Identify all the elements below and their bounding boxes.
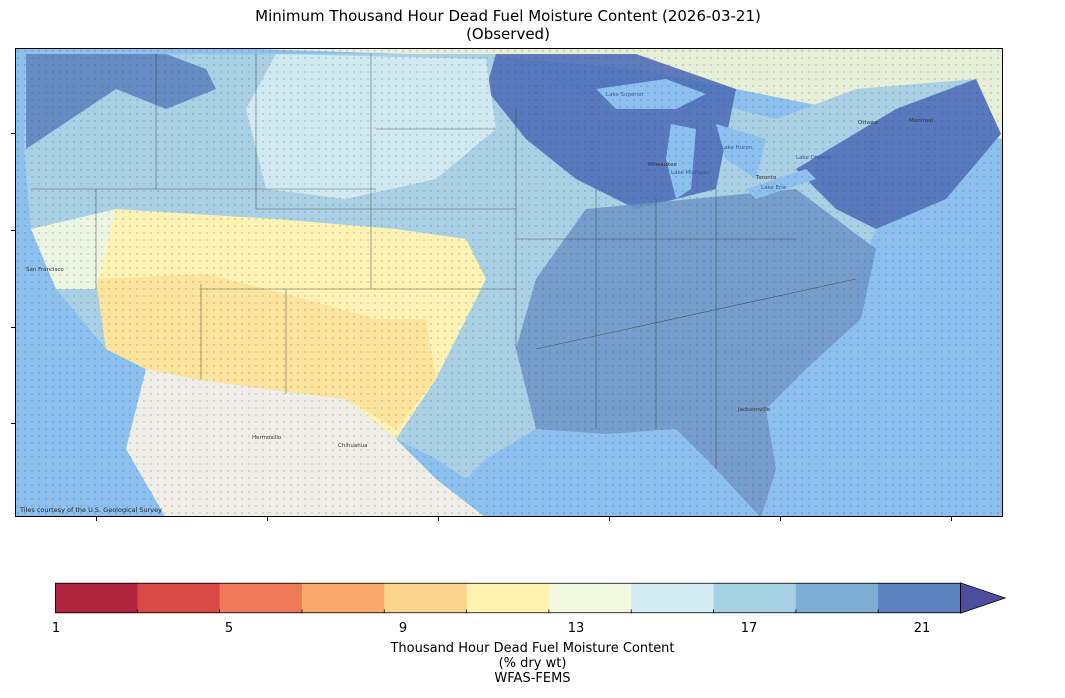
y-tick <box>11 133 15 134</box>
map-canvas: San Francisco Chihuahua Hermosillo Jacks… <box>16 49 1002 516</box>
place-label: Ottawa <box>858 120 878 126</box>
x-tick <box>951 517 952 521</box>
colorbar-segment <box>878 582 961 614</box>
map-credit: Tiles courtesy of the U.S. Geological Su… <box>20 506 162 514</box>
colorbar-tick-label: 9 <box>398 621 408 636</box>
state-borders <box>31 54 857 469</box>
colorbar-segment <box>631 582 715 614</box>
colorbar-segment <box>795 582 879 614</box>
colorbar-frame <box>55 582 961 614</box>
colorbar-segment <box>55 582 138 614</box>
colorbar-segment <box>548 582 632 614</box>
y-tick <box>11 423 15 424</box>
place-label: Lake Huron <box>721 145 753 151</box>
y-tick <box>11 230 15 231</box>
place-label: San Francisco <box>26 267 64 273</box>
chart-title: Minimum Thousand Hour Dead Fuel Moisture… <box>255 7 761 25</box>
x-tick <box>96 517 97 521</box>
place-label: Toronto <box>755 175 777 181</box>
colorbar-segment <box>384 582 468 614</box>
place-label: Hermosillo <box>252 435 282 441</box>
colorbar-segment <box>466 582 550 614</box>
place-label: Milwaukee <box>648 162 678 168</box>
place-label: Lake Ontario <box>796 155 832 161</box>
place-label: Lake Erie <box>761 185 787 191</box>
colorbar-extend-arrow <box>960 582 1007 614</box>
x-tick <box>609 517 610 521</box>
colorbar-tick-label: 5 <box>224 621 234 636</box>
chart-subtitle: (Observed) <box>466 25 550 43</box>
moisture-map: San Francisco Chihuahua Hermosillo Jacks… <box>15 48 1003 517</box>
x-tick <box>438 517 439 521</box>
colorbar-source: WFAS-FEMS <box>494 671 571 686</box>
place-label: Jacksonville <box>737 407 771 413</box>
place-label: Lake Superior <box>606 92 645 98</box>
colorbar-segment <box>219 582 303 614</box>
colorbar-label: Thousand Hour Dead Fuel Moisture Content <box>390 641 675 656</box>
colorbar-segment <box>137 582 221 614</box>
colorbar-tick-label: 21 <box>913 621 931 636</box>
station-points <box>16 49 1002 516</box>
colorbar <box>55 582 1007 614</box>
place-label: Lake Michigan <box>671 170 711 176</box>
colorbar-tick-label: 17 <box>740 621 758 636</box>
colorbar-units: (% dry wt) <box>498 656 567 671</box>
colorbar-tick-label: 1 <box>51 621 61 636</box>
y-tick <box>11 327 15 328</box>
colorbar-segment <box>301 582 385 614</box>
x-tick <box>267 517 268 521</box>
place-label: Chihuahua <box>338 443 368 449</box>
colorbar-tick-label: 13 <box>567 621 585 636</box>
place-label: Montreal <box>909 118 934 124</box>
x-tick <box>780 517 781 521</box>
colorbar-segment <box>713 582 797 614</box>
